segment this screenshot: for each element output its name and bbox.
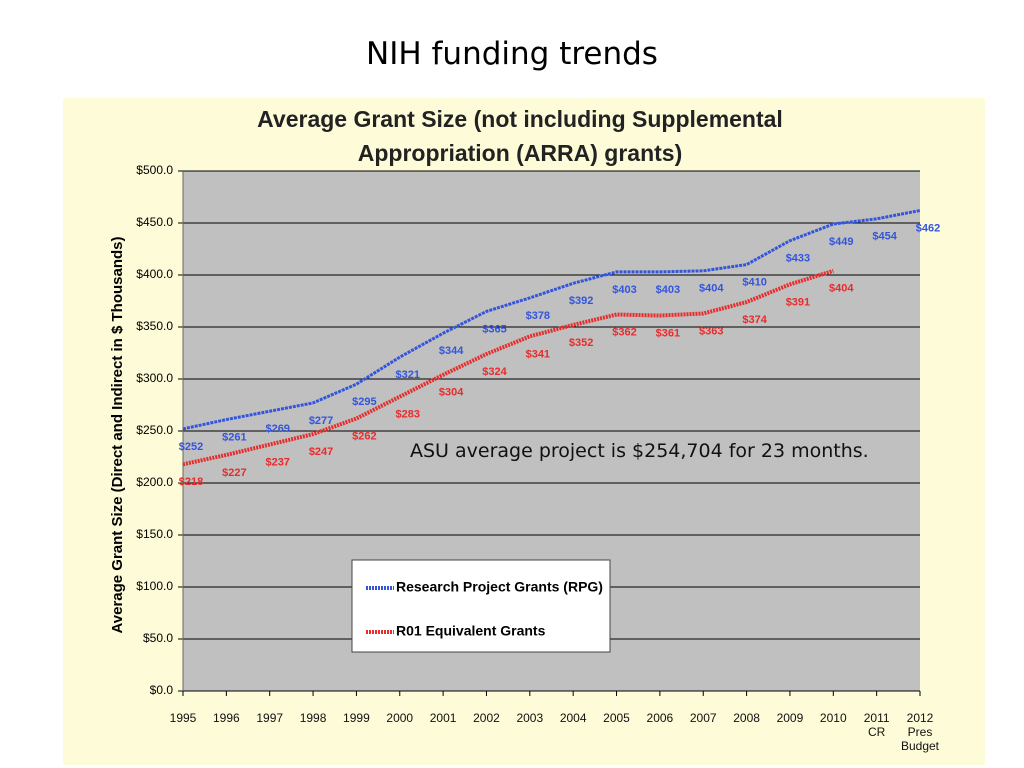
y-tick-label: $450.0: [136, 215, 173, 229]
data-label: $252: [179, 441, 203, 453]
data-label: $262: [352, 430, 376, 442]
data-label: $247: [309, 446, 333, 458]
data-label: $352: [569, 337, 593, 349]
y-tick-label: $0.0: [150, 683, 174, 697]
x-tick-label: 2005: [603, 711, 630, 725]
data-label: $361: [656, 327, 680, 339]
x-tick-label: 2007: [689, 711, 717, 725]
x-tick-label: 2008: [733, 711, 760, 725]
data-label: $410: [742, 277, 766, 289]
y-tick-label: $50.0: [143, 631, 173, 645]
data-label: $218: [179, 476, 203, 488]
data-label: $374: [742, 314, 767, 326]
series-line: [182, 209, 921, 431]
x-tick-label: 2000: [386, 711, 414, 725]
data-label: $378: [526, 310, 550, 322]
data-label: $391: [786, 296, 810, 308]
y-tick-label: $100.0: [136, 579, 173, 593]
legend-box: [351, 559, 611, 653]
data-label: $365: [482, 323, 506, 335]
data-label: $304: [439, 387, 464, 399]
x-tick-label: 1997: [256, 711, 284, 725]
y-tick-label: $300.0: [136, 371, 173, 385]
x-tick-label: 2002: [473, 711, 500, 725]
x-tick-label: 1998: [299, 711, 327, 725]
data-label: $277: [309, 415, 333, 427]
y-tick-label: $200.0: [136, 475, 173, 489]
x-tick-label: 2001: [429, 711, 457, 725]
data-label: $237: [265, 456, 289, 468]
y-tick-label: $250.0: [136, 423, 173, 437]
data-label: $462: [916, 222, 940, 234]
x-tick-label: 2006: [646, 711, 674, 725]
data-label: $404: [829, 283, 854, 295]
data-label: $363: [699, 325, 723, 337]
data-label: $324: [482, 366, 507, 378]
data-label: $295: [352, 396, 376, 408]
data-label: $269: [265, 423, 289, 435]
data-label: $261: [222, 431, 246, 443]
series-line: [182, 268, 834, 467]
annotation: ASU average project is $254,704 for 23 m…: [410, 440, 869, 462]
data-label: $392: [569, 295, 593, 307]
y-tick-label: $150.0: [136, 527, 173, 541]
data-label: $227: [222, 467, 246, 479]
x-tick-label: 2012 Pres Budget: [900, 711, 940, 753]
data-label: $433: [786, 253, 810, 265]
data-label: $403: [612, 284, 636, 296]
data-label: $344: [439, 345, 464, 357]
data-label: $341: [526, 348, 550, 360]
x-tick-label: 2003: [516, 711, 544, 725]
legend-label: R01 Equivalent Grants: [396, 623, 546, 639]
x-tick-label: 2004: [559, 711, 587, 725]
x-tick-label: 1999: [343, 711, 370, 725]
data-label: $454: [872, 231, 897, 243]
x-tick-label: 1996: [212, 711, 240, 725]
y-tick-label: $400.0: [136, 267, 173, 281]
x-tick-label: 2011 CR: [863, 711, 890, 739]
data-label: $283: [396, 409, 420, 421]
y-tick-label: $500.0: [136, 163, 173, 177]
x-tick-label: 2009: [776, 711, 804, 725]
data-label: $403: [656, 284, 680, 296]
y-tick-label: $350.0: [136, 319, 173, 333]
legend-label: Research Project Grants (RPG): [396, 579, 603, 595]
x-tick-label: 2010: [819, 711, 847, 725]
data-label: $362: [612, 326, 636, 338]
slide-title: NIH funding trends: [366, 36, 658, 72]
data-label: $321: [396, 369, 420, 381]
data-label: $449: [829, 236, 853, 248]
x-tick-label: 1995: [169, 711, 197, 725]
data-label: $404: [699, 283, 724, 295]
y-axis-label: Average Grant Size (Direct and Indirect …: [109, 236, 126, 633]
chart-title: Average Grant Size (not including Supple…: [257, 106, 783, 166]
